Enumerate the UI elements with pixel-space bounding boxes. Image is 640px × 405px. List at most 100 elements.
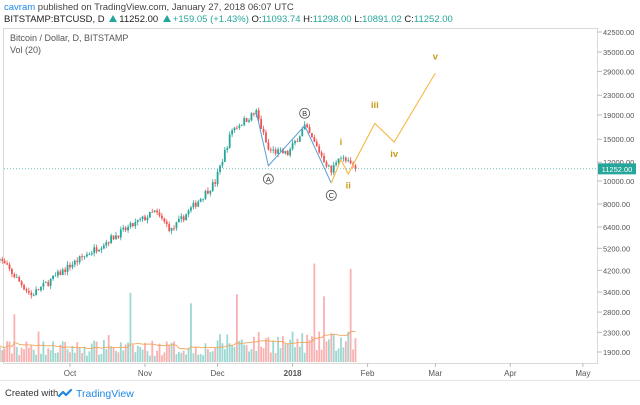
- volume-bar: [274, 353, 277, 362]
- volume-bar: [177, 351, 180, 362]
- volume-bar: [35, 354, 38, 362]
- candle-body: [286, 151, 289, 156]
- candle-body: [190, 207, 192, 211]
- wave-label-circle: [299, 107, 311, 119]
- volume-bar: [119, 342, 122, 362]
- volume-bar: [107, 334, 110, 362]
- candle-body: [277, 149, 279, 154]
- candle-body: [139, 219, 142, 221]
- volume-bar: [139, 346, 142, 362]
- candle-body: [252, 113, 255, 115]
- candle-body: [42, 282, 45, 287]
- author-link[interactable]: cavram: [4, 2, 36, 13]
- volume-bar: [226, 334, 229, 362]
- candle-body: [158, 212, 161, 216]
- x-tick-label: Dec: [210, 369, 224, 378]
- candle-body: [272, 149, 275, 151]
- chart-header: cavram published on TradingView.com, Jan…: [0, 0, 640, 27]
- volume-bar: [207, 349, 209, 362]
- volume-bar: [61, 341, 64, 362]
- candle-body: [117, 235, 120, 238]
- candle-body: [267, 142, 270, 150]
- volume-bar: [240, 339, 243, 362]
- candle-body: [134, 221, 137, 227]
- open-label: O:: [251, 14, 262, 25]
- volume-bar: [354, 338, 357, 362]
- volume-bar: [269, 352, 272, 362]
- volume-bar: [129, 292, 132, 362]
- candle-body: [124, 227, 127, 231]
- volume-bar: [250, 349, 253, 362]
- volume-bar: [115, 350, 117, 362]
- x-tick-label: Nov: [138, 369, 152, 378]
- volume-bar: [277, 336, 279, 362]
- x-tick-label: Oct: [64, 369, 77, 378]
- y-tick-label: 19000.00: [603, 111, 634, 120]
- candle-body: [240, 125, 243, 126]
- volume-ma-line: [0, 330, 356, 350]
- plot-frame: [3, 28, 598, 364]
- volume-bar: [6, 341, 8, 362]
- volume-bar: [228, 343, 231, 362]
- high-label: H:: [303, 14, 313, 25]
- y-tick-label: 29000.00: [603, 67, 634, 76]
- candle-body: [209, 190, 212, 194]
- chart-legend: Bitcoin / Dollar, D, BITSTAMP Vol (20): [10, 32, 128, 56]
- volume-bar: [57, 352, 59, 362]
- candle-body: [23, 285, 25, 290]
- volume-bar: [37, 331, 40, 362]
- volume-bar: [102, 340, 105, 362]
- candle-body: [231, 130, 233, 135]
- volume-bar: [170, 342, 173, 362]
- candle-body: [83, 256, 86, 258]
- candle-body: [13, 274, 16, 278]
- candle-body: [233, 127, 236, 131]
- candle-body: [141, 216, 144, 220]
- volume-bar: [257, 331, 260, 362]
- y-tick-label: 35000.00: [603, 48, 634, 57]
- volume-bar: [105, 349, 108, 362]
- candle-body: [243, 118, 246, 126]
- price-chart[interactable]: 42500.00 35000.00 29000.00 23000.00 19000.00…: [0, 0, 640, 380]
- candle-body: [327, 165, 330, 167]
- candle-body: [69, 264, 71, 268]
- volume-bar: [27, 347, 30, 362]
- candle-body: [18, 276, 21, 282]
- candle-body: [236, 127, 238, 129]
- y-tick-label: 15000.00: [603, 135, 634, 144]
- volume-bar: [30, 344, 33, 362]
- volume-bar: [211, 351, 214, 362]
- y-tick-label: 5200.00: [603, 244, 630, 253]
- volume-bar: [197, 354, 200, 362]
- volume-bar: [83, 347, 86, 362]
- y-tick-label: 6400.00: [603, 223, 630, 232]
- candle-body: [197, 201, 200, 207]
- y-tick-label: 8000.00: [603, 200, 630, 209]
- volume-bar: [158, 343, 161, 362]
- volume-bar: [93, 340, 96, 362]
- series-title: Bitcoin / Dollar, D, BITSTAMP: [10, 33, 129, 43]
- candle-body: [315, 141, 318, 147]
- volume-bar: [136, 345, 139, 362]
- volume-bar: [95, 341, 98, 362]
- candle-body: [25, 289, 28, 291]
- tradingview-brand-link[interactable]: TradingView: [76, 388, 134, 400]
- tradingview-logo-icon: [58, 388, 73, 398]
- volume-bar: [185, 354, 188, 362]
- volume-bar: [3, 348, 6, 362]
- x-tick-label: Feb: [361, 369, 375, 378]
- wave-label: A: [266, 175, 271, 184]
- y-tick-label: 4200.00: [603, 266, 630, 275]
- x-tick-label: 2018: [284, 369, 302, 378]
- candle-body: [349, 160, 352, 164]
- candle-body: [161, 215, 163, 219]
- x-tick-label: Apr: [504, 369, 517, 378]
- y-tick-label: 2800.00: [603, 308, 630, 317]
- volume-bar: [15, 347, 18, 362]
- volume-bar: [286, 343, 289, 362]
- volume-bar: [202, 355, 204, 362]
- candle-body: [168, 224, 171, 231]
- volume-bar: [233, 346, 236, 362]
- low-value: 10891.02: [362, 14, 402, 25]
- volume-bar: [272, 340, 275, 362]
